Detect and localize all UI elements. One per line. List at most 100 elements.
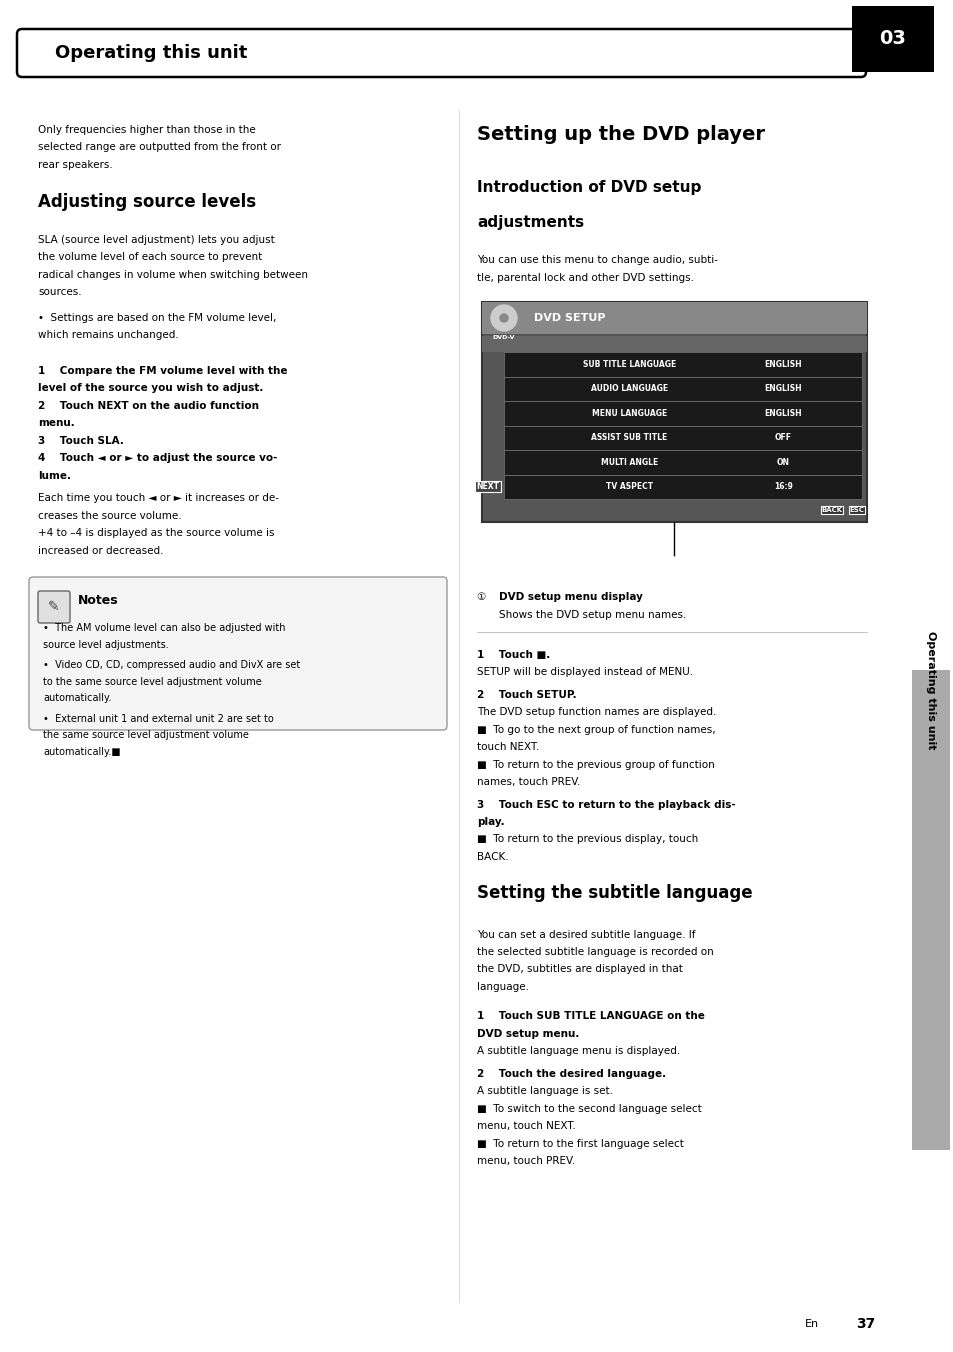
Text: 03: 03 (879, 30, 905, 49)
Text: DVD-V: DVD-V (493, 335, 515, 339)
Text: ■  To return to the first language select: ■ To return to the first language select (476, 1138, 683, 1149)
Text: the same source level adjustment volume: the same source level adjustment volume (43, 730, 249, 740)
Text: NEXT: NEXT (476, 483, 499, 491)
Text: touch NEXT.: touch NEXT. (476, 742, 538, 752)
Text: tle, parental lock and other DVD settings.: tle, parental lock and other DVD setting… (476, 273, 693, 283)
Text: 1: 1 (671, 564, 677, 575)
Text: BACK.: BACK. (476, 852, 508, 863)
Text: Only frequencies higher than those in the: Only frequencies higher than those in th… (38, 124, 255, 135)
Text: Shows the DVD setup menu names.: Shows the DVD setup menu names. (498, 610, 685, 619)
Text: 2    Touch NEXT on the audio function: 2 Touch NEXT on the audio function (38, 400, 258, 411)
Text: •  The AM volume level can also be adjusted with: • The AM volume level can also be adjust… (43, 623, 285, 633)
Text: En: En (804, 1320, 818, 1329)
Text: ①: ① (476, 592, 493, 602)
Text: Setting up the DVD player: Setting up the DVD player (476, 124, 764, 145)
Bar (503, 475, 862, 499)
Text: Adjusting source levels: Adjusting source levels (38, 192, 255, 211)
Text: which remains unchanged.: which remains unchanged. (38, 330, 178, 339)
Text: Introduction of DVD setup: Introduction of DVD setup (476, 180, 700, 195)
Text: source level adjustments.: source level adjustments. (43, 639, 169, 649)
Text: The DVD setup function names are displayed.: The DVD setup function names are display… (476, 707, 716, 717)
Text: play.: play. (476, 817, 504, 827)
Text: 2    Touch SETUP.: 2 Touch SETUP. (476, 690, 576, 699)
Text: ✎: ✎ (49, 600, 60, 614)
Text: ■  To go to the next group of function names,: ■ To go to the next group of function na… (476, 725, 715, 734)
Text: ENGLISH: ENGLISH (763, 384, 801, 393)
Text: 1    Compare the FM volume level with the: 1 Compare the FM volume level with the (38, 365, 287, 376)
Bar (481, 301, 866, 522)
Text: You can set a desired subtitle language. If: You can set a desired subtitle language.… (476, 930, 695, 940)
Text: Each time you touch ◄ or ► it increases or de-: Each time you touch ◄ or ► it increases … (38, 493, 278, 503)
Circle shape (499, 314, 507, 322)
Text: OFF: OFF (774, 433, 791, 442)
Circle shape (843, 1302, 887, 1347)
Text: the volume level of each source to prevent: the volume level of each source to preve… (38, 251, 262, 262)
Text: MULTI ANGLE: MULTI ANGLE (600, 458, 658, 466)
Text: lume.: lume. (38, 470, 71, 480)
Text: TV ASPECT: TV ASPECT (605, 483, 652, 491)
Text: ■  To return to the previous display, touch: ■ To return to the previous display, tou… (476, 834, 698, 845)
Circle shape (661, 557, 686, 581)
Text: rear speakers.: rear speakers. (38, 160, 112, 170)
Text: level of the source you wish to adjust.: level of the source you wish to adjust. (38, 383, 263, 393)
Text: BACK: BACK (821, 507, 841, 512)
Text: 2    Touch the desired language.: 2 Touch the desired language. (476, 1069, 665, 1079)
Text: 16:9: 16:9 (773, 483, 792, 491)
Text: ESC: ESC (849, 507, 863, 512)
Text: sources.: sources. (38, 287, 82, 297)
Text: 1    Touch ■.: 1 Touch ■. (476, 649, 550, 660)
Text: creases the source volume.: creases the source volume. (38, 511, 181, 521)
Text: language.: language. (476, 982, 529, 992)
Bar (481, 301, 866, 334)
Text: the selected subtitle language is recorded on: the selected subtitle language is record… (476, 946, 713, 957)
Text: DVD setup menu display: DVD setup menu display (498, 592, 642, 602)
Bar (851, 5, 933, 72)
FancyBboxPatch shape (17, 28, 865, 77)
Text: ENGLISH: ENGLISH (763, 408, 801, 418)
Bar (503, 450, 862, 475)
Text: Notes: Notes (78, 594, 118, 607)
Text: ■  To return to the previous group of function: ■ To return to the previous group of fun… (476, 760, 714, 769)
Text: ENGLISH: ENGLISH (763, 360, 801, 369)
Text: •  Settings are based on the FM volume level,: • Settings are based on the FM volume le… (38, 312, 276, 323)
Text: menu, touch NEXT.: menu, touch NEXT. (476, 1122, 576, 1132)
Text: 37: 37 (856, 1317, 875, 1330)
Text: menu, touch PREV.: menu, touch PREV. (476, 1156, 575, 1167)
Text: 3    Touch ESC to return to the playback dis-: 3 Touch ESC to return to the playback di… (476, 799, 735, 810)
Text: Operating this unit: Operating this unit (925, 631, 935, 749)
Text: increased or decreased.: increased or decreased. (38, 545, 163, 556)
Text: SUB TITLE LANGUAGE: SUB TITLE LANGUAGE (582, 360, 676, 369)
Text: MENU LANGUAGE: MENU LANGUAGE (591, 408, 666, 418)
Text: SETUP will be displayed instead of MENU.: SETUP will be displayed instead of MENU. (476, 667, 693, 677)
Text: ON: ON (776, 458, 789, 466)
Text: SLA (source level adjustment) lets you adjust: SLA (source level adjustment) lets you a… (38, 234, 274, 245)
Circle shape (491, 306, 517, 331)
Text: 1    Touch SUB TITLE LANGUAGE on the: 1 Touch SUB TITLE LANGUAGE on the (476, 1011, 704, 1022)
Text: A subtitle language is set.: A subtitle language is set. (476, 1087, 613, 1096)
FancyBboxPatch shape (38, 591, 70, 623)
Text: DVD setup menu.: DVD setup menu. (476, 1029, 578, 1038)
Text: DVD SETUP: DVD SETUP (534, 314, 605, 323)
Text: adjustments: adjustments (476, 215, 583, 230)
Bar (503, 376, 862, 402)
Text: the DVD, subtitles are displayed in that: the DVD, subtitles are displayed in that (476, 964, 682, 975)
Text: You can use this menu to change audio, subti-: You can use this menu to change audio, s… (476, 256, 718, 265)
Text: radical changes in volume when switching between: radical changes in volume when switching… (38, 269, 308, 280)
Text: ASSIST SUB TITLE: ASSIST SUB TITLE (591, 433, 667, 442)
Text: selected range are outputted from the front or: selected range are outputted from the fr… (38, 142, 281, 153)
Bar (911, 671, 949, 1151)
Text: AUDIO LANGUAGE: AUDIO LANGUAGE (590, 384, 667, 393)
Text: menu.: menu. (38, 418, 74, 429)
Text: •  Video CD, CD, compressed audio and DivX are set: • Video CD, CD, compressed audio and Div… (43, 660, 300, 671)
Text: 4    Touch ◄ or ► to adjust the source vo-: 4 Touch ◄ or ► to adjust the source vo- (38, 453, 277, 462)
Text: to the same source level adjustment volume: to the same source level adjustment volu… (43, 676, 261, 687)
Text: automatically.■: automatically.■ (43, 746, 120, 757)
Text: Section: Section (864, 18, 898, 27)
Text: Setting the subtitle language: Setting the subtitle language (476, 884, 752, 903)
Text: names, touch PREV.: names, touch PREV. (476, 777, 579, 787)
Text: 3    Touch SLA.: 3 Touch SLA. (38, 435, 124, 446)
Bar (503, 352, 862, 376)
Text: automatically.: automatically. (43, 694, 112, 703)
Bar (503, 402, 862, 426)
Bar (503, 426, 862, 450)
